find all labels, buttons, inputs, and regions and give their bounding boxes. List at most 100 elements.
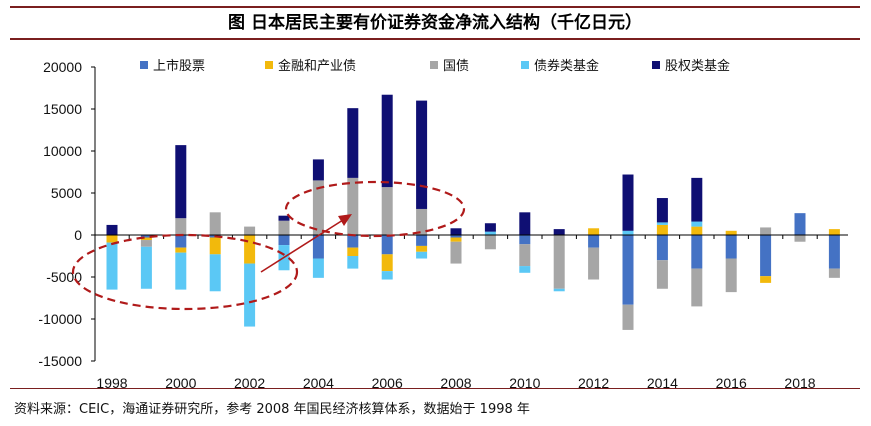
bar-segment <box>175 235 187 248</box>
bar-segment <box>450 235 462 238</box>
bar-segment <box>484 223 496 232</box>
y-tick-label: 20000 <box>43 59 82 75</box>
bar-segment <box>760 276 772 283</box>
bar-segment <box>828 268 840 278</box>
bar-segment <box>416 251 428 259</box>
y-tick-label: -15000 <box>38 353 82 369</box>
y-tick-label: -10000 <box>38 311 82 327</box>
bar-segment <box>450 228 462 235</box>
x-tick-label: 2004 <box>303 375 334 391</box>
bar-segment <box>691 226 703 235</box>
bar-segment <box>725 235 737 259</box>
bar-segment <box>381 187 393 235</box>
x-tick-label: 2012 <box>578 375 609 391</box>
x-tick-label: 2014 <box>647 375 678 391</box>
legend-label: 债券类基金 <box>534 58 599 74</box>
bar-segment <box>622 230 634 235</box>
bar-segment <box>278 220 290 235</box>
bar-segment <box>622 235 634 305</box>
bar-segment <box>312 258 324 278</box>
bar-segment <box>106 224 118 235</box>
bar-segment <box>588 247 600 280</box>
bar-segment <box>656 198 668 223</box>
bar-segment <box>725 258 737 293</box>
x-tick-label: 2018 <box>784 375 815 391</box>
outflow-ellipse <box>71 233 299 311</box>
legend-label: 金融和产业债 <box>278 58 356 74</box>
bar-segment <box>381 94 393 188</box>
legend-swatch <box>265 61 273 69</box>
bar-segment <box>760 235 772 277</box>
y-tick-label: 15000 <box>43 101 82 117</box>
x-tick-label: 2006 <box>372 375 403 391</box>
bar-segment <box>588 235 600 248</box>
bar-segment <box>278 215 290 221</box>
bar-segment <box>347 256 359 269</box>
bar-segment <box>794 213 806 235</box>
x-tick-label: 2002 <box>234 375 265 391</box>
bar-segment <box>828 229 840 235</box>
bar-segment <box>656 222 668 225</box>
bar-segment <box>519 212 531 235</box>
bar-segment <box>106 235 118 243</box>
y-tick-label: 10000 <box>43 143 82 159</box>
bar-segment <box>450 241 462 264</box>
legend-label: 国债 <box>443 59 469 74</box>
bar-segment <box>622 304 634 330</box>
bar-segment <box>656 235 668 261</box>
bar-segment <box>794 235 806 242</box>
legend-swatch <box>521 61 529 69</box>
bar-segment <box>450 237 462 242</box>
bar-segment <box>140 235 152 238</box>
bar-segment <box>760 227 772 235</box>
bar-segment <box>416 100 428 209</box>
bar-segment <box>691 268 703 307</box>
bar-segment <box>175 247 187 253</box>
bar-segment <box>725 230 737 235</box>
bar-segment <box>209 254 221 292</box>
bar-segment <box>484 235 496 250</box>
bar-segment <box>691 235 703 269</box>
bar-segment <box>691 221 703 227</box>
bar-segment <box>106 242 118 290</box>
bar-segment <box>244 226 256 235</box>
bar-segment <box>347 177 359 235</box>
bar-segment <box>347 235 359 248</box>
title-band: 图 日本居民主要有价证券资金净流入结构（千亿日元） <box>10 6 860 40</box>
legend-swatch <box>652 61 660 69</box>
bar-segment <box>416 208 428 235</box>
bar-segment <box>656 224 668 235</box>
bar-segment <box>519 244 531 267</box>
source-note: 资料来源：CEIC，海通证券研究所，参考 2008 年国民经济核算体系，数据始于… <box>14 402 530 417</box>
trend-arrowhead <box>338 214 352 226</box>
bar-segment <box>553 235 565 289</box>
bar-segment <box>381 235 393 255</box>
x-tick-label: 2010 <box>509 375 540 391</box>
bar-segment <box>175 145 187 219</box>
bar-segment <box>347 247 359 256</box>
legend-swatch <box>140 61 148 69</box>
chart-title: 图 日本居民主要有价证券资金净流入结构（千亿日元） <box>228 13 642 33</box>
bar-segment <box>484 231 496 235</box>
bar-segment <box>244 263 256 327</box>
bar-segment <box>347 108 359 178</box>
bar-segment <box>588 228 600 235</box>
bar-segment <box>278 235 290 246</box>
bar-segment <box>622 174 634 231</box>
bar-segment <box>312 235 324 259</box>
bar-segment <box>209 237 221 255</box>
bar-segment <box>312 180 324 235</box>
bar-segment <box>175 252 187 290</box>
bar-segment <box>656 260 668 289</box>
inflow-ellipse <box>284 180 466 238</box>
y-tick-label: 0 <box>74 227 82 243</box>
bar-segment <box>828 235 840 269</box>
bar-segment <box>416 245 428 252</box>
bar-segment <box>244 235 256 264</box>
x-tick-label: 2008 <box>440 375 471 391</box>
x-tick-label: 1998 <box>96 375 127 391</box>
bar-segment <box>519 235 531 245</box>
legend-label: 上市股票 <box>153 58 205 74</box>
x-tick-label: 2016 <box>716 375 747 391</box>
